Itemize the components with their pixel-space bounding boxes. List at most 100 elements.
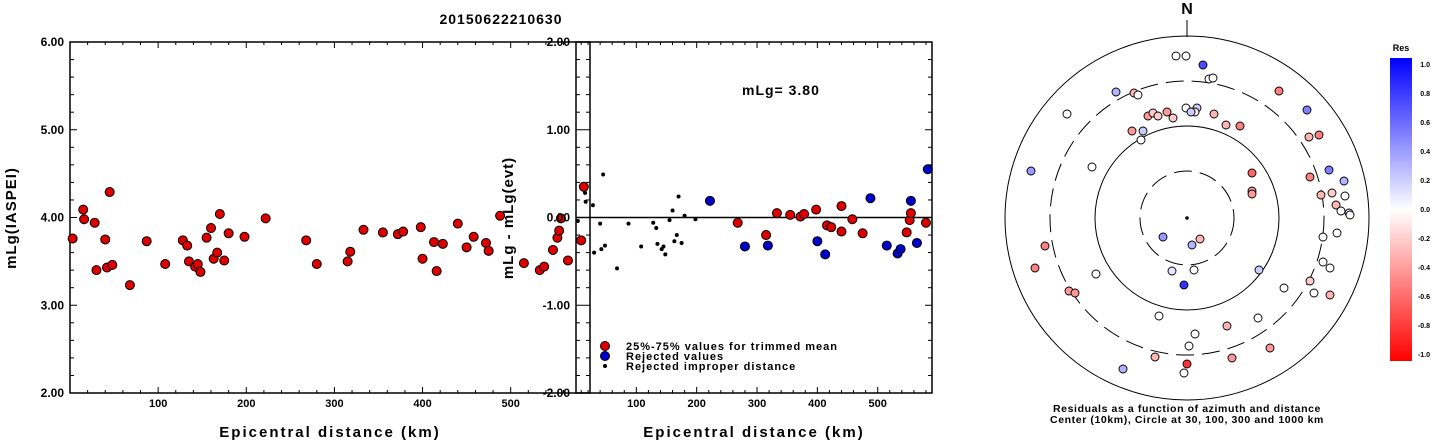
- mlg-x-tick-label: 300: [325, 398, 343, 410]
- residual-x-tick-label: 500: [869, 398, 887, 410]
- mlg-point: [201, 232, 212, 243]
- mlg-point: [452, 218, 463, 229]
- residual-y-tick-label: -2.00: [543, 386, 571, 400]
- north-label: N: [1181, 1, 1193, 18]
- legend-label-trimmed: 25%-75% values for trimmed mean: [626, 341, 838, 353]
- residual-colorbar: Res 1.0 0.8 0.6 0.4 0.2 0.0 -0.2 -0.4 -0.6 -0.8 -1…: [1390, 43, 1430, 361]
- residual-point: [761, 230, 772, 241]
- mlg-panel: 100 200 300 400 500 2.00 3.00 4.00 5.00 6.00 mLg(…: [3, 35, 591, 441]
- mlg-point: [377, 227, 388, 238]
- azimuth-point: [1179, 368, 1189, 378]
- azimuth-point: [1189, 265, 1199, 275]
- azimuth-point: [1324, 165, 1334, 175]
- mlg-point: [431, 266, 442, 277]
- residual-x-tick-label: 300: [748, 398, 766, 410]
- residual-point: [583, 199, 588, 204]
- residual-point: [674, 233, 679, 238]
- residual-point: [811, 204, 822, 215]
- residual-legend: 25%-75% values for trimmed mean Rejected…: [600, 341, 838, 373]
- residual-point: [672, 239, 677, 244]
- residual-point: [820, 249, 831, 260]
- residual-point: [865, 193, 876, 204]
- residual-point: [575, 219, 580, 224]
- residual-point: [651, 220, 656, 225]
- azimuth-point: [1253, 313, 1263, 323]
- mlg-point: [301, 235, 312, 246]
- azimuth-point: [1314, 130, 1324, 140]
- azimuth-point: [1274, 86, 1284, 96]
- legend-marker-improper: [603, 364, 607, 368]
- colorbar-gradient: [1390, 58, 1412, 361]
- residual-point: [762, 240, 773, 251]
- residual-point: [602, 243, 607, 248]
- azimuth-point: [1184, 341, 1194, 351]
- mlg-point: [578, 181, 589, 192]
- residual-point: [639, 244, 644, 249]
- residual-point: [676, 194, 681, 199]
- residual-point: [598, 221, 603, 226]
- azimuth-point: [1316, 190, 1326, 200]
- residual-point: [836, 201, 847, 212]
- ring-1000km: [1004, 35, 1370, 401]
- mlg-point: [219, 255, 230, 266]
- mlg-point: [182, 240, 193, 251]
- mlg-y-axis-label: mLg(IASPEI): [3, 167, 20, 269]
- azimuth-point: [1138, 126, 1148, 136]
- azimuth-point: [1070, 288, 1080, 298]
- azimuth-point: [1340, 191, 1350, 201]
- azimuth-point: [1254, 265, 1264, 275]
- residual-point: [881, 240, 892, 251]
- azimuth-data-points: [1026, 51, 1355, 378]
- residual-point: [905, 208, 916, 219]
- mlg-point: [78, 204, 89, 215]
- residual-x-tick-label: 100: [627, 398, 645, 410]
- mlg-point: [342, 256, 353, 267]
- residual-x-tick-label: 400: [808, 398, 826, 410]
- azimuth-point: [1221, 120, 1231, 130]
- azimuth-point: [1265, 343, 1275, 353]
- azimuth-point: [1247, 168, 1257, 178]
- azimuth-point: [1153, 111, 1163, 121]
- residual-point: [615, 266, 620, 271]
- mlg-point: [104, 187, 115, 198]
- azimuth-point: [1327, 188, 1337, 198]
- mlg-point: [107, 259, 118, 270]
- residual-point: [679, 240, 684, 245]
- mlg-point: [345, 246, 356, 257]
- mlg-point: [495, 210, 506, 221]
- mlg-point: [260, 213, 271, 224]
- mlg-point: [195, 266, 206, 277]
- mlg-data-points: [67, 181, 589, 291]
- mlg-point: [555, 213, 566, 224]
- residual-point: [920, 217, 931, 228]
- mlg-point: [141, 236, 152, 247]
- mlg-x-tick-label: 100: [149, 398, 167, 410]
- residual-point: [771, 208, 782, 219]
- residual-point: [601, 172, 606, 177]
- mlg-point: [398, 226, 409, 237]
- azimuth-point: [1247, 189, 1257, 199]
- azimuth-point: [1325, 263, 1335, 273]
- azimuth-point: [1304, 132, 1314, 142]
- mlg-point: [417, 253, 428, 264]
- azimuth-point: [1336, 206, 1346, 216]
- ring-30km: [1139, 170, 1235, 266]
- polar-caption-line-1: Residuals as a function of azimuth and d…: [1053, 403, 1321, 415]
- residual-y-tick-label: 2.00: [547, 35, 571, 49]
- residual-point: [857, 228, 868, 239]
- colorbar-tick-label: -0.2: [1418, 236, 1430, 243]
- mlg-x-tick-label: 400: [413, 398, 431, 410]
- azimuth-point: [1182, 359, 1192, 369]
- azimuth-point: [1179, 280, 1189, 290]
- residual-point: [667, 218, 672, 223]
- azimuth-point: [1040, 241, 1050, 251]
- colorbar-tick-label: 0.4: [1420, 149, 1430, 156]
- azimuth-point: [1030, 263, 1040, 273]
- mlg-point: [358, 224, 369, 235]
- mlg-y-tick-label: 5.00: [41, 123, 65, 137]
- mlg-event-annotation: mLg= 3.80: [742, 82, 820, 98]
- mlg-point: [91, 265, 102, 276]
- colorbar-ticks: 1.0 0.8 0.6 0.4 0.2 0.0 -0.2 -0.4 -0.6 -0.8 -1.0: [1418, 62, 1430, 359]
- azimuth-point: [1325, 290, 1335, 300]
- azimuth-point: [1305, 172, 1315, 182]
